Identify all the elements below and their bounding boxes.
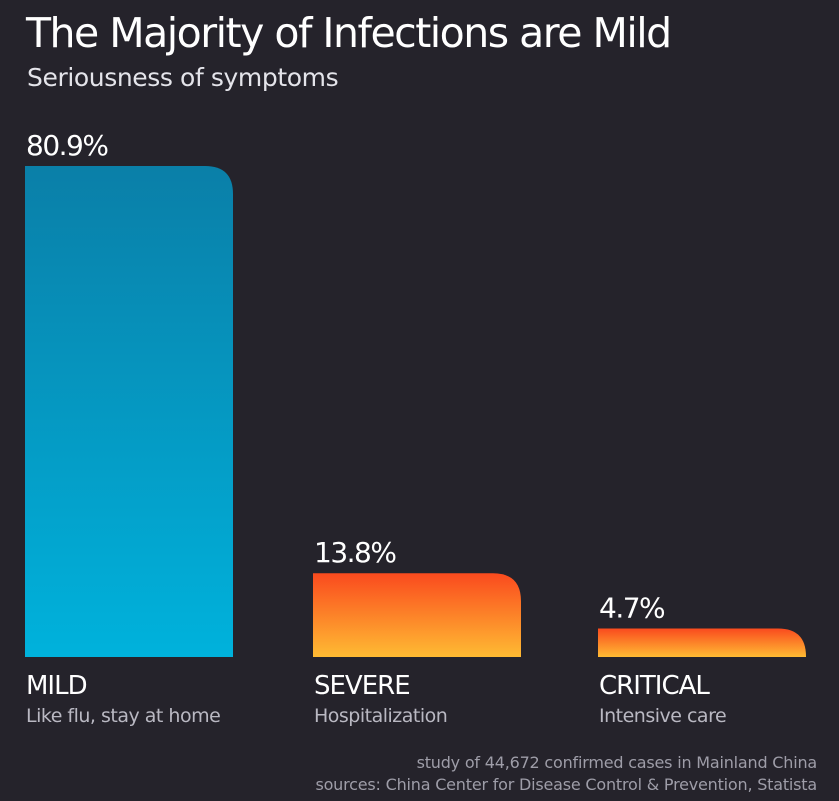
category-description-mild: Like flu, stay at home xyxy=(26,705,220,727)
value-label-mild: 80.9% xyxy=(26,129,108,162)
category-description-severe: Hospitalization xyxy=(314,705,447,727)
bar-mild xyxy=(25,166,233,657)
bar-critical xyxy=(598,628,806,657)
sources-note: sources: China Center for Disease Contro… xyxy=(315,775,817,794)
value-label-critical: 4.7% xyxy=(599,591,665,624)
category-label-mild: MILD xyxy=(26,671,87,701)
category-label-severe: SEVERE xyxy=(314,671,410,701)
value-label-severe: 13.8% xyxy=(314,536,396,569)
category-description-critical: Intensive care xyxy=(599,705,726,727)
bar-severe xyxy=(313,573,521,657)
chart-title: The Majority of Infections are Mild xyxy=(26,9,672,57)
study-note: study of 44,672 confirmed cases in Mainl… xyxy=(416,753,818,772)
category-label-critical: CRITICAL xyxy=(599,671,710,701)
chart-subtitle: Seriousness of symptoms xyxy=(27,63,339,92)
